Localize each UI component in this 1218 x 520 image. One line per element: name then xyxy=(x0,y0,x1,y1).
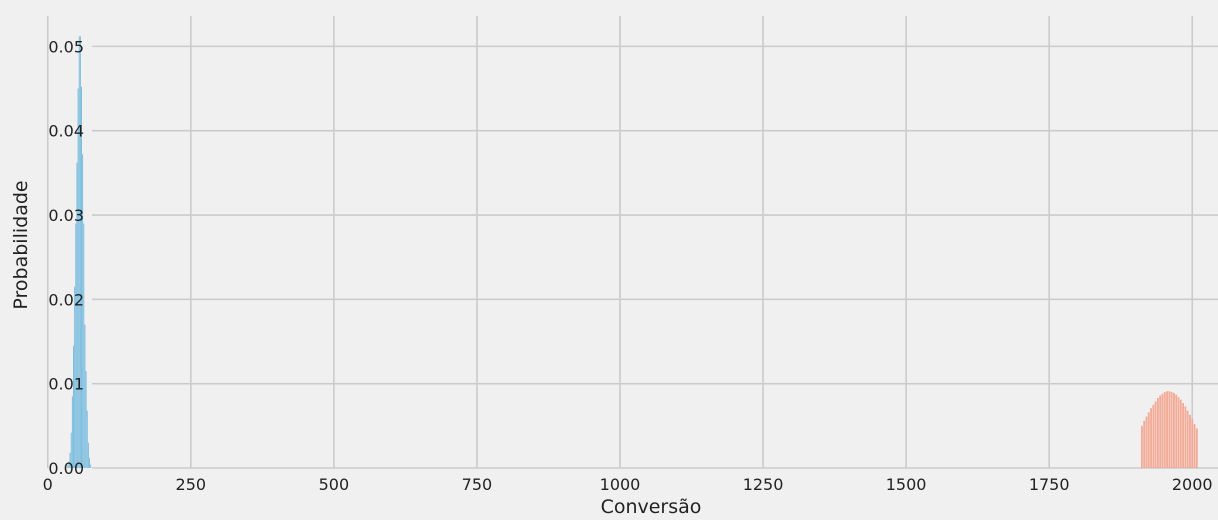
bar xyxy=(1177,397,1180,468)
bar xyxy=(68,461,70,468)
x-tick-label: 1750 xyxy=(1029,475,1070,494)
bar xyxy=(82,154,84,468)
bar xyxy=(78,36,80,468)
bar xyxy=(1152,404,1155,468)
bar xyxy=(1170,392,1173,468)
bar xyxy=(90,464,92,468)
x-tick-label: 1000 xyxy=(600,475,641,494)
bar xyxy=(69,452,71,468)
bar xyxy=(74,286,76,468)
x-tick-label: 1500 xyxy=(886,475,927,494)
grid xyxy=(46,16,1218,469)
bar xyxy=(67,465,69,468)
y-tick-label: 0.00 xyxy=(48,459,84,478)
y-tick-label: 0.04 xyxy=(48,122,84,141)
x-tick-labels: 0 250 500 750 1000 1250 1500 1750 2000 xyxy=(43,475,1213,494)
y-tick-label: 0.02 xyxy=(48,290,84,309)
bar xyxy=(73,345,74,468)
y-tick-labels: 0.00 0.01 0.02 0.03 0.04 0.05 xyxy=(48,37,84,478)
bar xyxy=(1166,391,1168,468)
bar xyxy=(1156,398,1159,468)
y-tick-label: 0.01 xyxy=(48,375,84,394)
bar xyxy=(1147,412,1150,468)
bar xyxy=(75,223,77,468)
y-tick-label: 0.03 xyxy=(48,206,84,225)
bar xyxy=(1140,425,1143,468)
bars xyxy=(67,36,1198,469)
bar xyxy=(1154,401,1157,468)
y-axis-label: Probabilidade xyxy=(10,180,32,309)
bar xyxy=(76,162,78,468)
bar xyxy=(1195,428,1198,468)
bar xyxy=(71,396,73,468)
bar xyxy=(1145,416,1148,468)
bar xyxy=(1189,414,1191,468)
bar xyxy=(1191,419,1194,468)
bar xyxy=(77,88,79,469)
bar xyxy=(81,86,82,468)
bar xyxy=(87,442,89,468)
bar xyxy=(85,371,87,468)
bar xyxy=(86,410,88,468)
bar xyxy=(1168,391,1171,468)
bar xyxy=(84,324,86,468)
bar xyxy=(1182,403,1185,468)
x-tick-label: 750 xyxy=(462,475,493,494)
bar xyxy=(1175,394,1178,468)
bar xyxy=(79,36,81,468)
bar xyxy=(1143,420,1146,468)
x-axis-label: Conversão xyxy=(601,496,702,518)
bar xyxy=(1150,408,1152,468)
y-tick-label: 0.05 xyxy=(48,37,84,56)
bar xyxy=(1186,410,1189,468)
bar xyxy=(83,223,85,468)
bar xyxy=(1173,392,1175,468)
x-tick-label: 250 xyxy=(176,475,207,494)
bar xyxy=(1159,395,1162,468)
bar xyxy=(1184,406,1187,468)
x-tick-label: 1250 xyxy=(743,475,784,494)
x-tick-label: 500 xyxy=(319,475,350,494)
bar xyxy=(1193,424,1196,468)
x-tick-label: 0 xyxy=(43,475,53,494)
bar xyxy=(1161,393,1164,468)
x-tick-label: 2000 xyxy=(1172,475,1213,494)
bar xyxy=(70,432,72,468)
bar xyxy=(89,457,90,468)
bar xyxy=(1163,392,1166,468)
bar xyxy=(1179,399,1182,468)
